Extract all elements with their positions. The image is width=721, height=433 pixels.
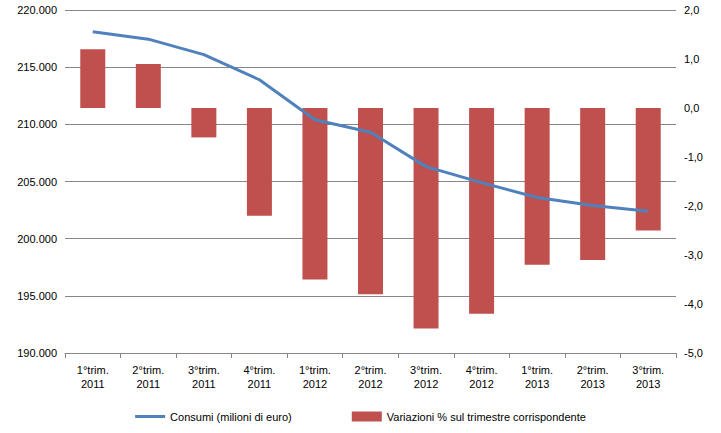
svg-text:-4,0: -4,0 bbox=[684, 298, 703, 310]
svg-text:-2,0: -2,0 bbox=[684, 200, 703, 212]
svg-text:0,0: 0,0 bbox=[684, 102, 699, 114]
svg-text:2011: 2011 bbox=[81, 378, 105, 390]
svg-text:4°trim.: 4°trim. bbox=[466, 364, 498, 376]
svg-text:1°trim.: 1°trim. bbox=[521, 364, 553, 376]
svg-text:Variazioni % sul trimestre cor: Variazioni % sul trimestre corrispondent… bbox=[387, 411, 586, 423]
svg-text:205.000: 205.000 bbox=[17, 176, 57, 188]
svg-text:2013: 2013 bbox=[580, 378, 604, 390]
svg-text:1°trim.: 1°trim. bbox=[299, 364, 331, 376]
svg-text:190.000: 190.000 bbox=[17, 347, 57, 359]
svg-text:1,0: 1,0 bbox=[684, 53, 699, 65]
svg-text:2013: 2013 bbox=[525, 378, 549, 390]
svg-text:2012: 2012 bbox=[414, 378, 438, 390]
svg-text:2°trim.: 2°trim. bbox=[355, 364, 387, 376]
svg-text:3°trim.: 3°trim. bbox=[188, 364, 220, 376]
svg-text:2°trim.: 2°trim. bbox=[577, 364, 609, 376]
svg-text:-5,0: -5,0 bbox=[684, 347, 703, 359]
svg-text:2011: 2011 bbox=[248, 378, 272, 390]
svg-text:2012: 2012 bbox=[303, 378, 327, 390]
svg-text:2,0: 2,0 bbox=[684, 4, 699, 16]
svg-text:220.000: 220.000 bbox=[17, 4, 57, 16]
svg-text:2011: 2011 bbox=[136, 378, 160, 390]
svg-text:2012: 2012 bbox=[358, 378, 382, 390]
svg-text:2012: 2012 bbox=[469, 378, 493, 390]
svg-text:195.000: 195.000 bbox=[17, 290, 57, 302]
svg-text:200.000: 200.000 bbox=[17, 233, 57, 245]
svg-text:4°trim.: 4°trim. bbox=[243, 364, 275, 376]
svg-text:-3,0: -3,0 bbox=[684, 249, 703, 261]
svg-text:3°trim.: 3°trim. bbox=[410, 364, 442, 376]
svg-text:1°trim.: 1°trim. bbox=[77, 364, 109, 376]
svg-text:2013: 2013 bbox=[636, 378, 660, 390]
svg-text:2011: 2011 bbox=[192, 378, 216, 390]
svg-text:2°trim.: 2°trim. bbox=[132, 364, 164, 376]
svg-text:-1,0: -1,0 bbox=[684, 151, 703, 163]
svg-text:215.000: 215.000 bbox=[17, 61, 57, 73]
svg-text:210.000: 210.000 bbox=[17, 118, 57, 130]
svg-text:Consumi (milioni di euro): Consumi (milioni di euro) bbox=[170, 411, 292, 423]
svg-text:3°trim.: 3°trim. bbox=[632, 364, 664, 376]
